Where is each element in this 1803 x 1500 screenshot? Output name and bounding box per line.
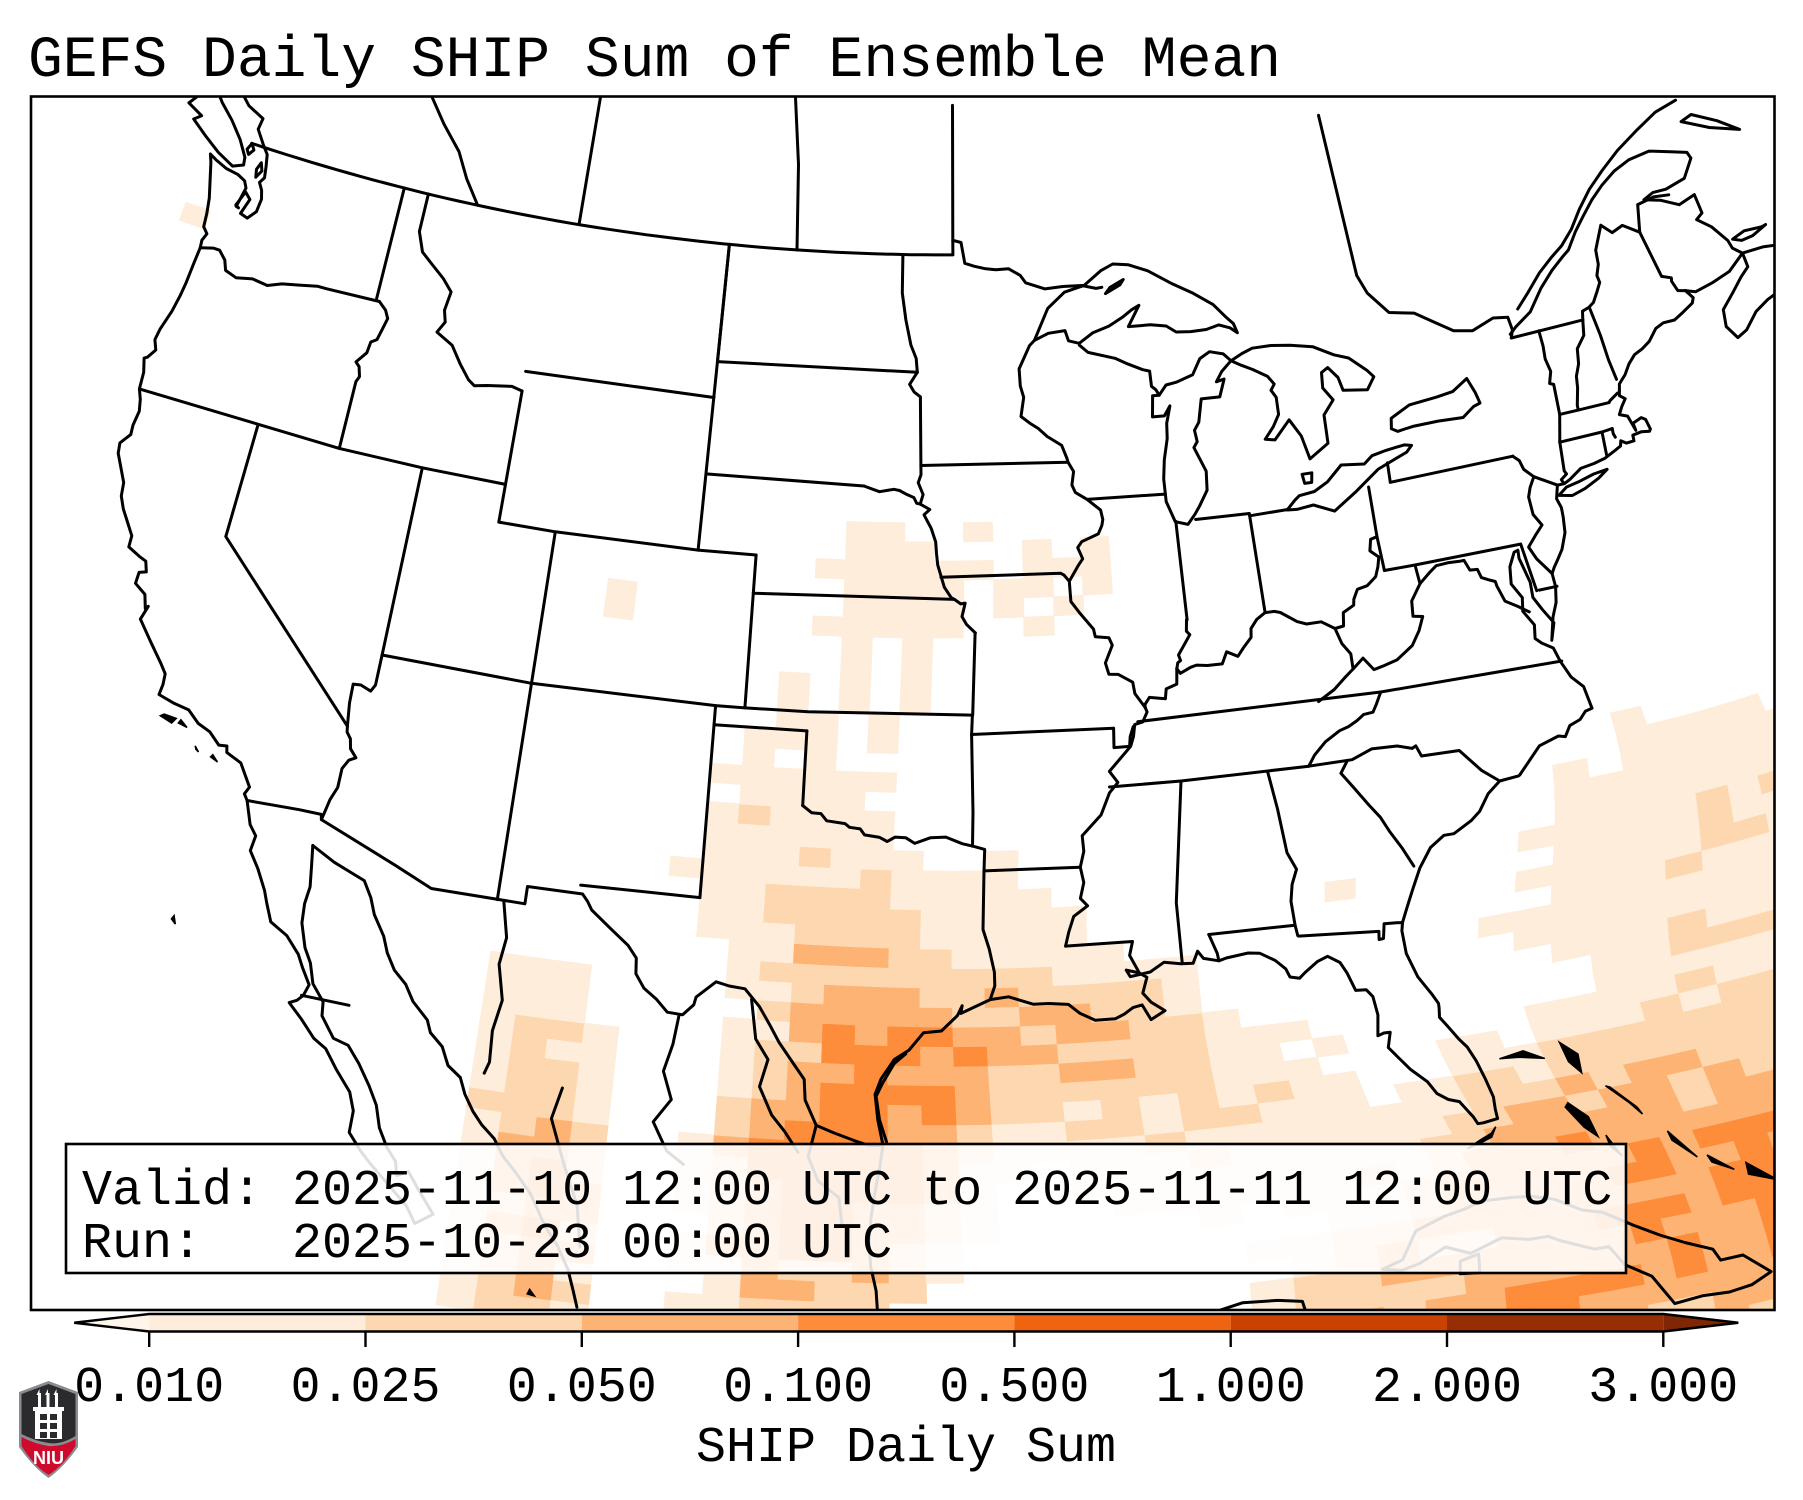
svg-text:0.500: 0.500 [939,1360,1089,1417]
svg-text:0.025: 0.025 [290,1360,440,1417]
svg-text:Run:: Run: [82,1216,202,1273]
svg-text:Valid: 2025-11-10 12:00 UTC to: Valid: 2025-11-10 12:00 UTC to 2025-11-1… [82,1163,1612,1220]
svg-text:SHIP Daily Sum: SHIP Daily Sum [696,1420,1116,1477]
svg-text:2025-10-23 00:00 UTC: 2025-10-23 00:00 UTC [292,1216,892,1273]
svg-text:3.000: 3.000 [1588,1360,1738,1417]
svg-text:0.050: 0.050 [507,1360,657,1417]
svg-text:NIU: NIU [33,1448,64,1468]
svg-text:0.010: 0.010 [74,1360,224,1417]
svg-text:GEFS Daily SHIP Sum of Ensembl: GEFS Daily SHIP Sum of Ensemble Mean [28,29,1281,94]
svg-text:2.000: 2.000 [1372,1360,1522,1417]
svg-text:1.000: 1.000 [1156,1360,1306,1417]
svg-text:0.100: 0.100 [723,1360,873,1417]
